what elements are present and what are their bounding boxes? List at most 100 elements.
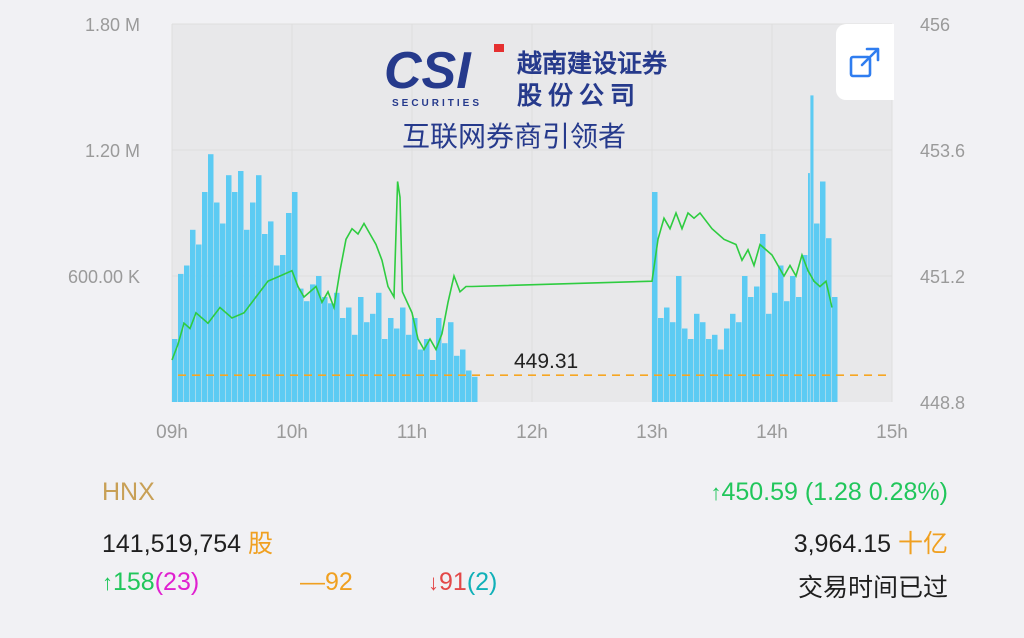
time-tick-label: 14h [756,422,788,443]
volume-bar [730,313,736,402]
volume-bar [316,276,322,402]
market-status: 交易时间已过 [797,574,948,602]
volume-bar [412,318,418,402]
volume-bar [172,339,178,402]
volume-bar [208,154,214,402]
volume-bar [292,192,298,402]
volume-bar [694,313,700,402]
logo-slogan: 互联网券商引领者 [402,120,626,153]
price-line [171,181,833,361]
volume-bar [658,318,664,402]
flat-count: 92 [325,568,353,596]
time-tick-label: 12h [516,422,548,443]
volume-bar [352,334,358,402]
volume-bar [178,273,184,402]
volume-bar [790,276,796,402]
volume-bar [718,349,724,402]
volume-bar [304,301,310,402]
price-series-line [171,181,833,361]
logo-subtitle: SECURITIES [392,98,482,109]
volume-bar [772,292,778,402]
time-tick-label: 15h [876,422,908,443]
logo-red-mark [494,44,504,52]
index-value: ↑450.59 (1.28 0.28%) [710,478,948,507]
volume-bar [190,229,196,402]
volume-bar [310,284,316,402]
volume-bar [472,376,478,402]
volume-bar [454,355,460,402]
volume-bar [196,244,202,402]
volume-bar [382,339,388,402]
volume-bar [832,297,838,402]
volume-bar [706,339,712,402]
volume-bar [286,213,292,402]
volume-bar [256,175,262,402]
volume-bar [670,322,676,402]
price-axis: 456 453.6 451.2 448.8 [920,15,965,413]
time-tick-label: 11h [397,422,427,443]
volume-bar [262,234,268,402]
volume-bar [358,297,364,402]
index-volume: 141,519,754 股 [102,524,273,560]
volume-bar [388,318,394,402]
volume-axis: 1.80 M 1.20 M 600.00 K [68,15,140,287]
volume-bar [334,292,340,402]
flat-dash-icon: — [300,568,325,596]
volume-bar [736,322,742,402]
volume-bar [430,360,436,402]
volume-bar [424,339,430,402]
volume-bar [268,221,274,402]
reference-label: 449.31 [514,350,578,373]
volume-bar [682,328,688,402]
volume-bar [232,192,238,402]
volume-bar [820,181,826,402]
volume-bar [400,307,406,402]
volume-bar [184,265,190,402]
volume-bar [826,238,832,402]
index-value-text: 450.59 (1.28 0.28%) [721,478,948,506]
volume-bar [814,223,820,402]
logo-company-line1: 越南建设证券 [517,49,668,78]
index-turnover: 3,964.15 十亿 [794,524,948,560]
volume-bar [406,334,412,402]
volume-bar [796,297,802,402]
time-axis: 09h 10h 11h 12h 13h 14h 15h [156,422,908,443]
ceiling-count: (23) [154,568,200,596]
down-arrow-icon: ↓ [428,570,439,595]
volume-tick-label: 1.20 M [85,141,140,161]
volume-bar [364,322,370,402]
up-arrow-icon: ↑ [710,480,722,505]
expand-button[interactable] [836,24,894,100]
volume-bar [688,339,694,402]
volume-bar [652,192,658,402]
volume-bar [724,328,730,402]
volume-bar [766,313,772,402]
volume-bar [760,234,766,402]
volume-bar [328,303,334,402]
turnover-unit: 十亿 [897,530,948,558]
volume-bar [742,276,748,402]
volume-bar [394,328,400,402]
price-tick-label: 451.2 [920,267,965,287]
volume-bar [298,288,304,402]
csi-logo: CSI SECURITIES 越南建设证券 股份公司 互联网券商引领者 [384,42,668,153]
volume-bar [810,95,814,403]
volume-bar [754,286,760,402]
volume-bar [712,334,718,402]
volume-bar [808,173,810,402]
volume-bar [274,265,280,402]
volume-bar [748,297,754,402]
volume-bar [700,322,706,402]
volume-bar [676,276,682,402]
time-tick-label: 10h [276,422,308,443]
volume-bar [448,322,454,402]
volume-unit: 股 [247,530,273,558]
volume-bar [442,343,448,402]
price-tick-label: 453.6 [920,141,965,161]
volume-bar [280,255,286,402]
volume-bar [202,192,208,402]
volume-bar [340,318,346,402]
volume-bar [802,255,808,402]
volume-bar [376,292,382,402]
time-tick-label: 09h [156,422,188,443]
